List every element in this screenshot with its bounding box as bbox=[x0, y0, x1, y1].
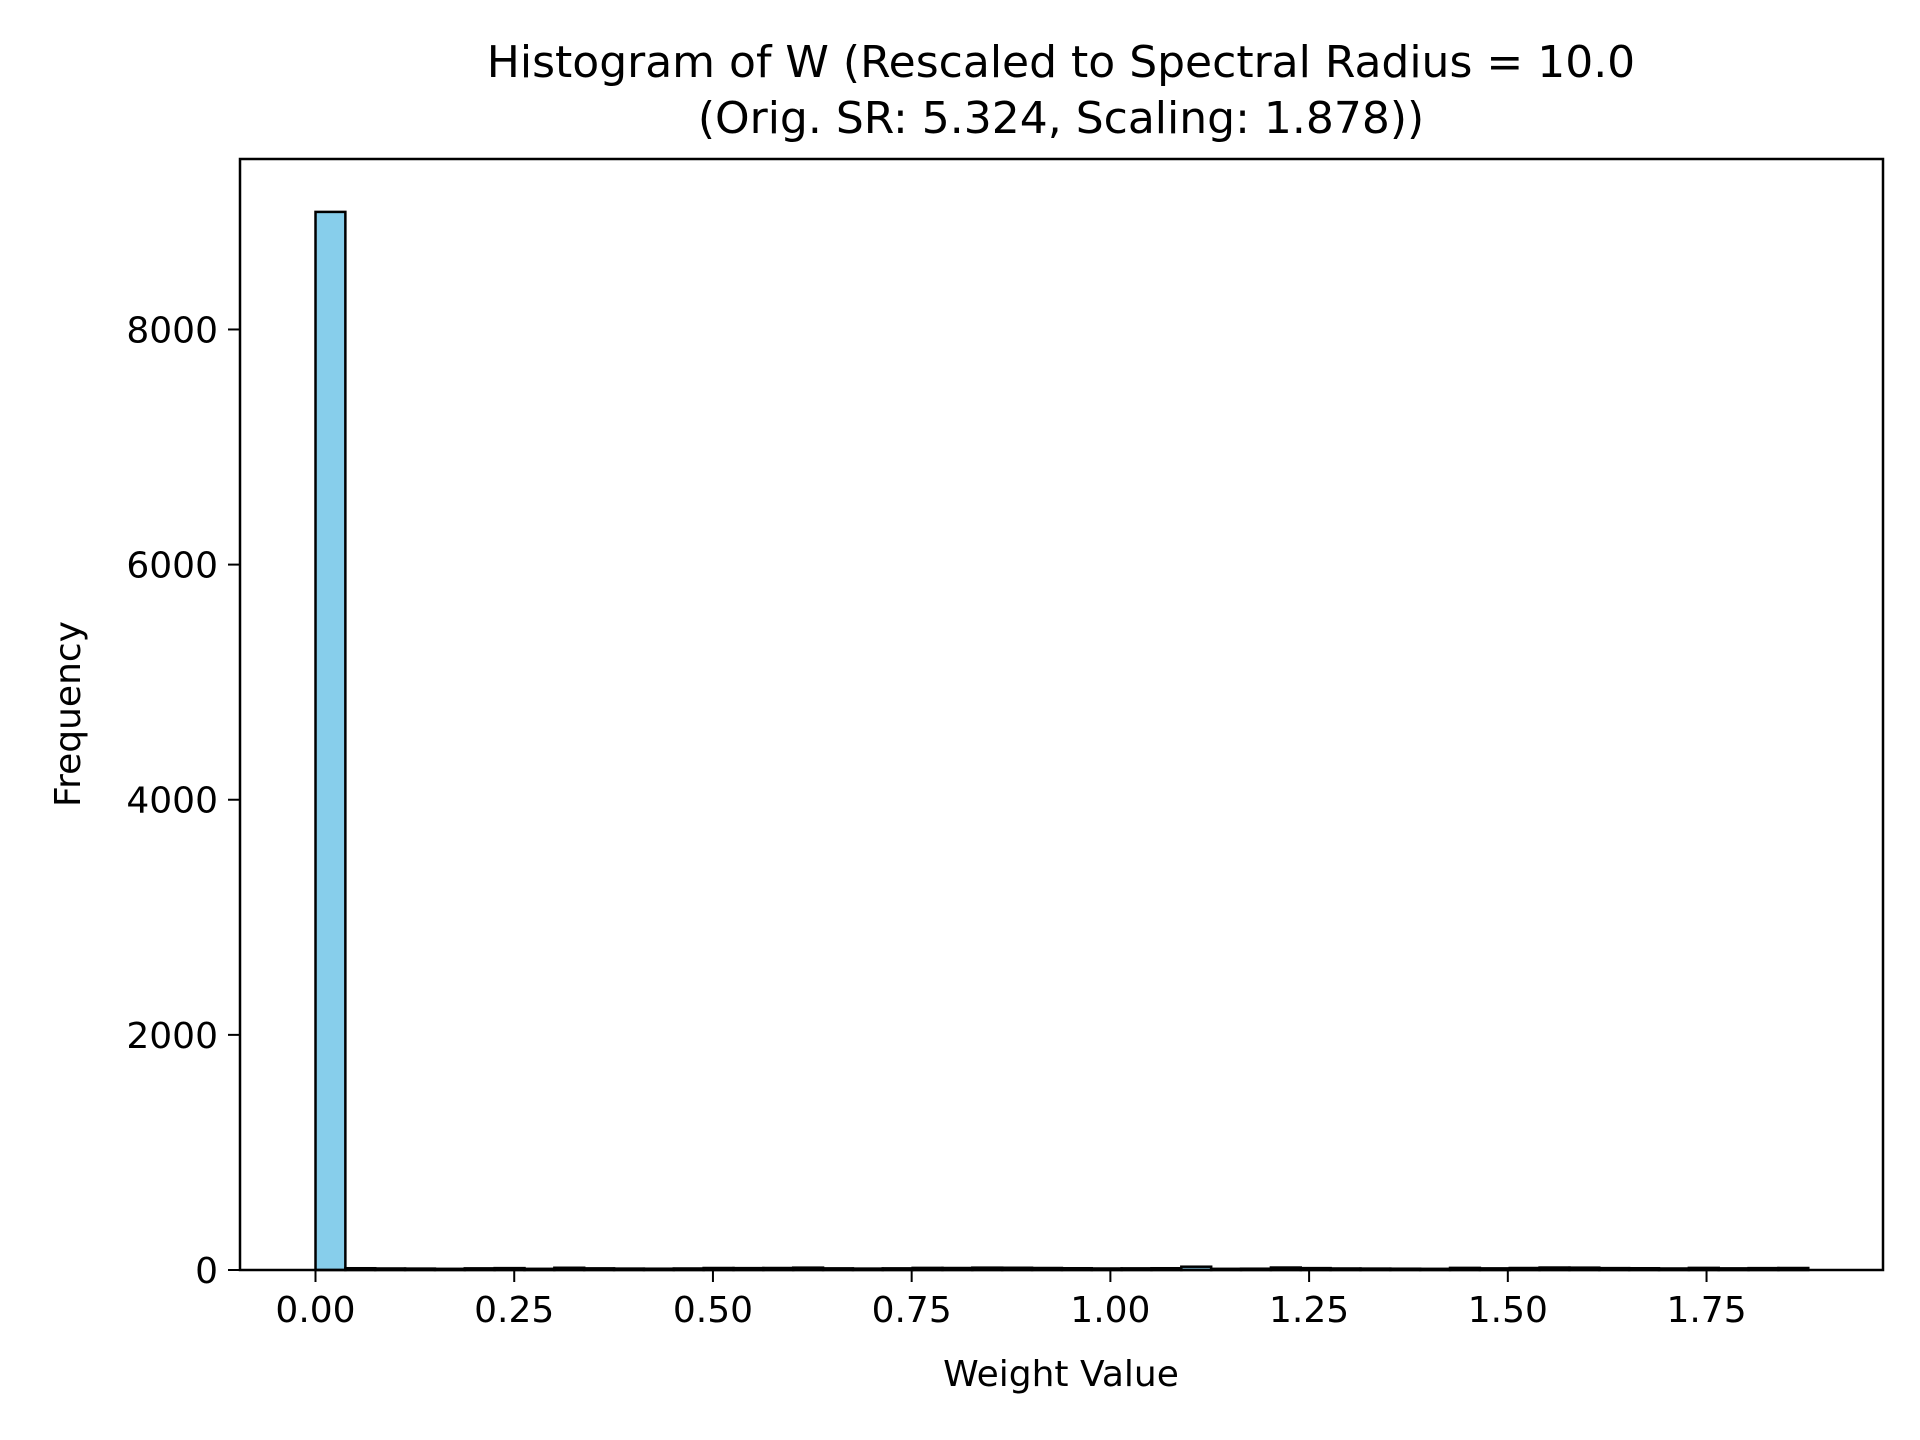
y-tick-label: 0 bbox=[195, 1251, 218, 1292]
y-tick-label: 2000 bbox=[126, 1016, 218, 1057]
x-tick-label: 0.25 bbox=[474, 1290, 554, 1331]
chart-title-line-2: (Orig. SR: 5.324, Scaling: 1.878)) bbox=[698, 93, 1424, 144]
y-tick-label: 6000 bbox=[126, 546, 218, 587]
x-axis-ticks: 0.00 0.25 0.50 0.75 1.00 1.25 1.50 1.75 bbox=[275, 1270, 1747, 1331]
x-axis-label: Weight Value bbox=[943, 1354, 1179, 1395]
x-tick-label: 1.25 bbox=[1269, 1290, 1349, 1331]
x-tick-label: 1.00 bbox=[1070, 1290, 1150, 1331]
histogram-bar bbox=[314, 210, 347, 1272]
plot-frame bbox=[238, 157, 1885, 1272]
x-tick-label: 0.75 bbox=[872, 1290, 952, 1331]
x-tick-label: 0.00 bbox=[275, 1290, 355, 1331]
x-tick-label: 0.50 bbox=[673, 1290, 753, 1331]
x-tick-label: 1.50 bbox=[1468, 1290, 1548, 1331]
y-tick-label: 8000 bbox=[126, 310, 218, 351]
x-tick-label: 1.75 bbox=[1666, 1290, 1746, 1331]
chart-title-line-1: Histogram of W (Rescaled to Spectral Rad… bbox=[487, 37, 1635, 88]
y-tick-label: 4000 bbox=[126, 781, 218, 822]
y-axis-ticks: 0 2000 4000 6000 8000 bbox=[126, 310, 240, 1292]
y-axis-label: Frequency bbox=[48, 621, 89, 807]
histogram-bars bbox=[314, 210, 1810, 1272]
